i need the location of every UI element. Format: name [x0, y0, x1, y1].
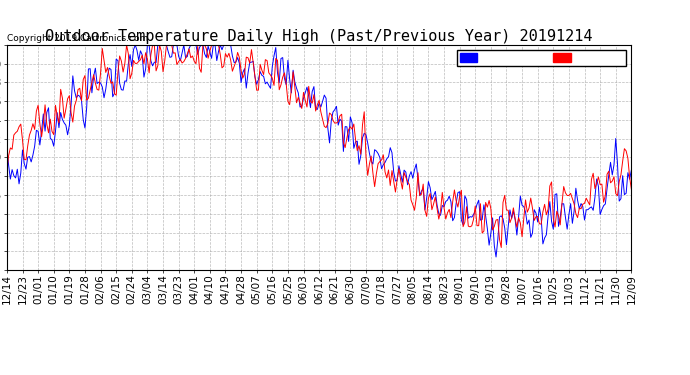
Text: Copyright 2019 Cartronics.com: Copyright 2019 Cartronics.com: [7, 34, 148, 43]
Legend: Previous  (°F), Past  (°F): Previous (°F), Past (°F): [457, 50, 627, 66]
Title: Outdoor Temperature Daily High (Past/Previous Year) 20191214: Outdoor Temperature Daily High (Past/Pre…: [46, 29, 593, 44]
